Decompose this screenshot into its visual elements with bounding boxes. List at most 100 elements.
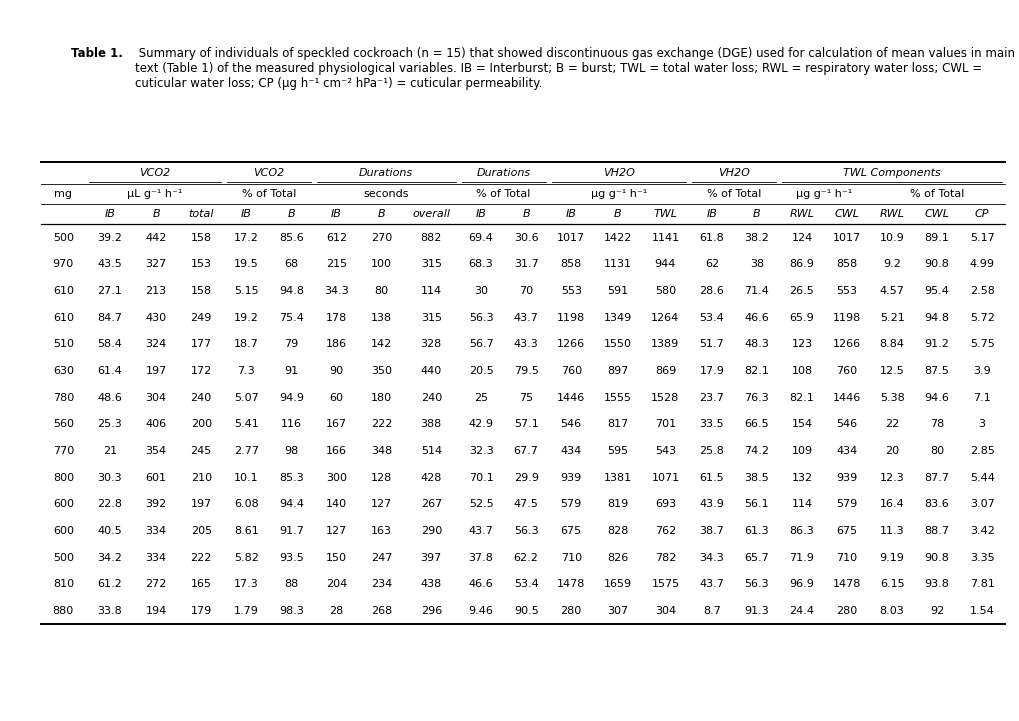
Text: 194: 194 — [146, 606, 167, 616]
Text: 90.5: 90.5 — [514, 606, 538, 616]
Text: 132: 132 — [791, 473, 812, 482]
Text: 25: 25 — [474, 393, 488, 402]
Text: 186: 186 — [325, 340, 346, 349]
Text: 177: 177 — [191, 340, 212, 349]
Text: 595: 595 — [606, 446, 628, 456]
Text: 245: 245 — [191, 446, 212, 456]
Text: 1528: 1528 — [651, 393, 679, 402]
Text: 4.57: 4.57 — [878, 286, 904, 296]
Text: 68.3: 68.3 — [469, 260, 493, 269]
Text: 79.5: 79.5 — [514, 366, 538, 376]
Text: 114: 114 — [420, 286, 441, 296]
Text: 327: 327 — [146, 260, 167, 269]
Text: 123: 123 — [791, 340, 812, 349]
Text: 167: 167 — [325, 420, 346, 429]
Text: 247: 247 — [370, 553, 391, 562]
Text: 7.3: 7.3 — [237, 366, 255, 376]
Text: 1659: 1659 — [603, 580, 631, 589]
Text: 213: 213 — [146, 286, 166, 296]
Text: 819: 819 — [606, 500, 628, 509]
Text: 33.5: 33.5 — [699, 420, 723, 429]
Text: 38.7: 38.7 — [699, 526, 723, 536]
Text: 56.7: 56.7 — [469, 340, 493, 349]
Text: 43.5: 43.5 — [97, 260, 122, 269]
Text: 127: 127 — [371, 500, 391, 509]
Text: 109: 109 — [791, 446, 812, 456]
Text: 304: 304 — [146, 393, 166, 402]
Text: 75: 75 — [519, 393, 533, 402]
Text: 91.7: 91.7 — [278, 526, 304, 536]
Text: 48.6: 48.6 — [97, 393, 122, 402]
Text: 1141: 1141 — [651, 233, 679, 242]
Text: 304: 304 — [654, 606, 676, 616]
Text: 1550: 1550 — [603, 340, 631, 349]
Text: 296: 296 — [420, 606, 441, 616]
Text: 1017: 1017 — [556, 233, 585, 242]
Text: 25.3: 25.3 — [97, 420, 122, 429]
Text: 1446: 1446 — [556, 393, 585, 402]
Text: 939: 939 — [560, 473, 581, 482]
Text: 31.7: 31.7 — [514, 260, 538, 269]
Text: 142: 142 — [371, 340, 391, 349]
Text: 79: 79 — [284, 340, 299, 349]
Text: CP: CP — [974, 209, 988, 219]
Text: 61.4: 61.4 — [97, 366, 122, 376]
Text: 5.75: 5.75 — [969, 340, 994, 349]
Text: 1381: 1381 — [603, 473, 631, 482]
Text: 760: 760 — [560, 366, 581, 376]
Text: 74.2: 74.2 — [744, 446, 768, 456]
Text: 85.3: 85.3 — [278, 473, 304, 482]
Text: 138: 138 — [371, 313, 391, 322]
Text: 166: 166 — [325, 446, 346, 456]
Text: 434: 434 — [560, 446, 581, 456]
Text: 970: 970 — [53, 260, 74, 269]
Text: % of Total: % of Total — [706, 189, 761, 199]
Text: 153: 153 — [191, 260, 212, 269]
Text: 939: 939 — [836, 473, 857, 482]
Text: 98: 98 — [284, 446, 299, 456]
Text: 1478: 1478 — [556, 580, 585, 589]
Text: 1555: 1555 — [603, 393, 631, 402]
Text: 90.8: 90.8 — [924, 260, 949, 269]
Text: overall: overall — [412, 209, 449, 219]
Text: 267: 267 — [420, 500, 441, 509]
Text: 69.4: 69.4 — [468, 233, 493, 242]
Text: 710: 710 — [560, 553, 581, 562]
Text: 21: 21 — [103, 446, 117, 456]
Text: total: total — [189, 209, 214, 219]
Text: 944: 944 — [654, 260, 676, 269]
Text: 442: 442 — [146, 233, 167, 242]
Text: 82.1: 82.1 — [744, 366, 768, 376]
Text: 172: 172 — [191, 366, 212, 376]
Text: 3.42: 3.42 — [969, 526, 994, 536]
Text: 7.1: 7.1 — [972, 393, 990, 402]
Text: 94.8: 94.8 — [278, 286, 304, 296]
Text: 270: 270 — [371, 233, 391, 242]
Text: 48.3: 48.3 — [744, 340, 768, 349]
Text: 87.7: 87.7 — [923, 473, 949, 482]
Text: 8.03: 8.03 — [878, 606, 904, 616]
Text: 1017: 1017 — [833, 233, 860, 242]
Text: 158: 158 — [191, 286, 212, 296]
Text: 116: 116 — [280, 420, 302, 429]
Text: 222: 222 — [191, 553, 212, 562]
Text: 280: 280 — [836, 606, 857, 616]
Text: 90: 90 — [329, 366, 343, 376]
Text: 57.1: 57.1 — [514, 420, 538, 429]
Text: 1478: 1478 — [832, 580, 860, 589]
Text: 1422: 1422 — [603, 233, 631, 242]
Text: 94.9: 94.9 — [278, 393, 304, 402]
Text: B: B — [752, 209, 760, 219]
Text: 28: 28 — [329, 606, 343, 616]
Text: 56.3: 56.3 — [514, 526, 538, 536]
Text: 94.6: 94.6 — [924, 393, 949, 402]
Text: CWL: CWL — [834, 209, 859, 219]
Text: 612: 612 — [325, 233, 346, 242]
Text: 630: 630 — [53, 366, 73, 376]
Text: 240: 240 — [420, 393, 441, 402]
Text: 93.8: 93.8 — [924, 580, 949, 589]
Text: 86.9: 86.9 — [789, 260, 813, 269]
Text: 23.7: 23.7 — [699, 393, 723, 402]
Text: 300: 300 — [325, 473, 346, 482]
Text: 20: 20 — [884, 446, 898, 456]
